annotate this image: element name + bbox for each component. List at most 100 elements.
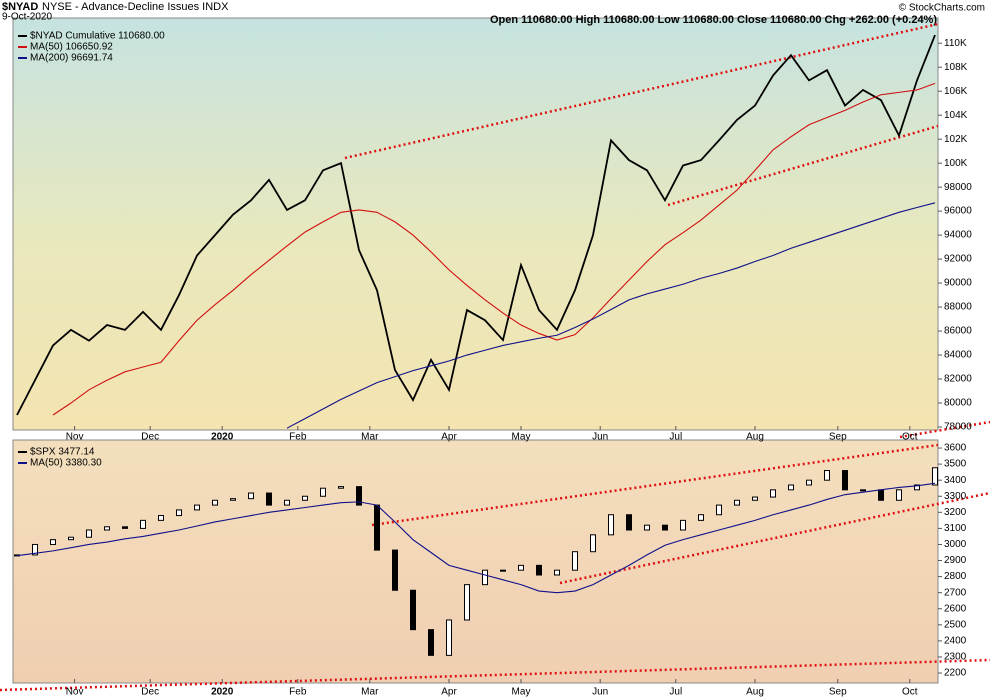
candle [680,519,686,531]
y-tick-label: 2200 [944,668,967,679]
candle [626,514,632,531]
candle [554,569,560,576]
candle [32,543,38,556]
y-tick-label: 84000 [944,350,972,361]
chart-title: NYSE - Advance-Decline Issues INDX [42,1,229,13]
candle [86,529,92,538]
x-tick-label: Sep [829,687,847,698]
series-line [52,82,936,416]
candle [536,564,542,576]
candle [464,584,470,621]
y-tick-label: 98000 [944,182,972,193]
x-tick-label: May [512,432,531,443]
candle [662,524,668,531]
y-tick-label: 2400 [944,636,967,647]
x-tick-label: Nov [66,432,84,443]
y-tick-label: 102K [944,134,968,145]
y-tick-label: 3300 [944,491,967,502]
y-tick-label: 78000 [944,422,972,433]
y-tick-label: 2500 [944,619,967,630]
candle [122,526,128,529]
x-tick-label: Feb [289,432,307,443]
candle [572,551,578,571]
x-tick-label: Apr [441,687,457,698]
x-tick-label: Oct [902,687,918,698]
candle [50,539,56,545]
candle [302,495,308,501]
y-tick-label: 2300 [944,652,967,663]
trendlines [0,22,990,692]
y-tick-label: 3400 [944,475,967,486]
y-tick-label: 92000 [944,254,972,265]
candle [860,489,866,492]
x-tick-label: Nov [66,687,84,698]
y-tick-label: 86000 [944,326,972,337]
candle [194,504,200,511]
candle [518,564,524,571]
y-tick-label: 2700 [944,587,967,598]
candle [104,526,110,531]
x-tick-label: Mar [361,687,379,698]
lower-panel [12,439,939,684]
x-tick-label: 2020 [211,687,234,698]
candle [698,514,704,521]
y-tick-label: 100K [944,158,968,169]
candle [878,489,884,501]
candle [446,619,452,656]
x-tick-label: 2020 [211,432,234,443]
legend-label: $NYAD Cumulative 110680.00 [30,31,165,42]
candle [788,484,794,491]
candle [500,569,506,572]
candle [158,515,164,521]
candle [410,589,416,631]
x-tick-label: Dec [141,432,159,443]
candle [284,499,290,506]
date: 9-Oct-2020 [2,12,52,23]
series-line [16,482,936,594]
y-tick-label: 96000 [944,206,972,217]
candle [230,498,236,501]
candle [356,486,362,506]
y-tick-label: 90000 [944,278,972,289]
y-tick-label: 3200 [944,507,967,518]
x-tick-label: Jun [592,687,608,698]
candle [806,479,812,486]
x-tick-label: Feb [289,687,307,698]
candle [644,524,650,531]
y-tick-label: 2600 [944,603,967,614]
x-tick-label: Jun [592,432,608,443]
candle [482,569,488,586]
x-tick-label: Aug [746,432,764,443]
candle [266,492,272,506]
x-tick-label: Aug [746,687,764,698]
plot-area [16,34,936,429]
candle [590,534,596,553]
x-tick-label: Sep [829,432,847,443]
candle [392,549,398,591]
candle [824,470,830,481]
candle [176,509,182,517]
series-line [16,34,936,416]
candle [140,519,146,529]
series-line [286,202,936,429]
y-tick-label: 2900 [944,555,967,566]
candle [212,499,218,506]
x-tick-label: Jul [669,687,682,698]
candle [428,629,434,656]
y-tick-label: 88000 [944,302,972,313]
candle [914,484,920,491]
candle [608,514,614,536]
y-tick-label: 2800 [944,571,967,582]
x-tick-label: Apr [441,432,457,443]
x-tick-label: Jul [669,432,682,443]
legend-label: MA(50) 3380.30 [30,458,102,469]
y-tick-label: 3000 [944,539,967,550]
x-tick-label: May [512,687,531,698]
y-tick-label: 108K [944,62,968,73]
y-tick-label: 3600 [944,443,967,454]
candle [320,487,326,497]
y-tick-label: 3500 [944,459,967,470]
candle [770,489,776,498]
symbol: $NYAD [2,1,38,13]
